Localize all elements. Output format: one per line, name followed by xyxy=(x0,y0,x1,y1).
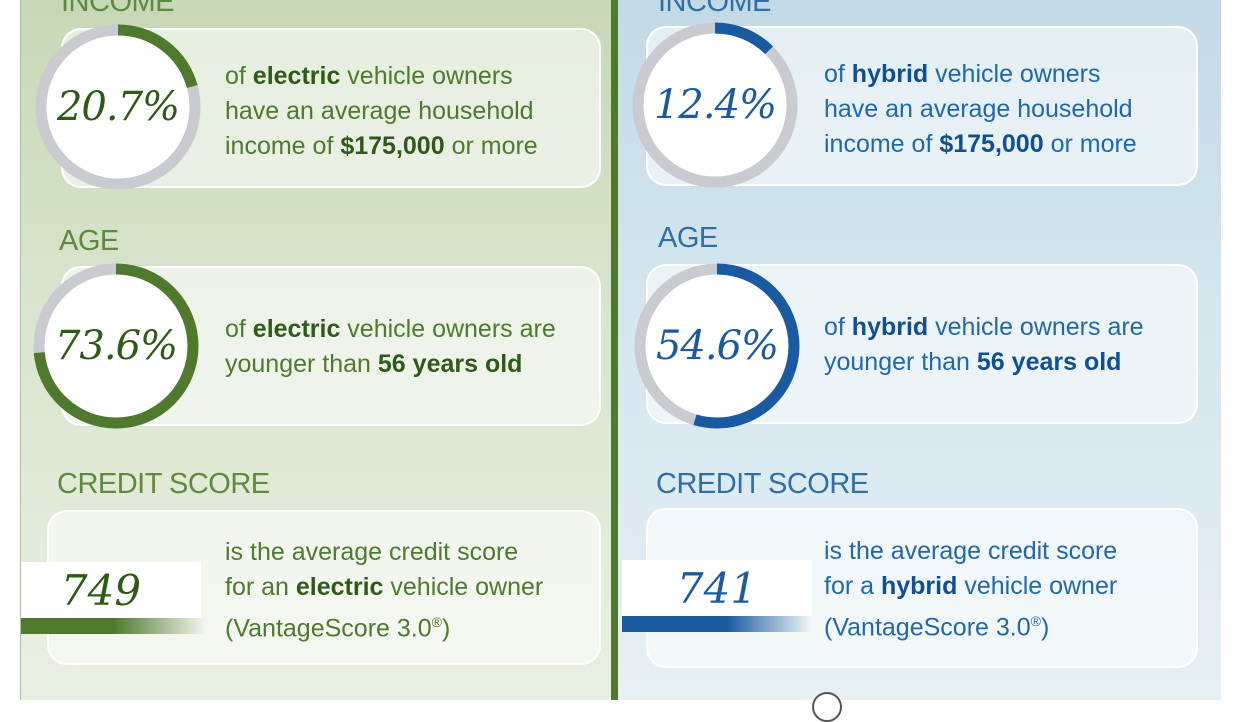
electric-credit-score: 749 xyxy=(21,562,201,618)
partial-circle-icon xyxy=(812,692,842,722)
hybrid-age-ring: 54.6% xyxy=(632,261,802,431)
electric-age-description: of electric vehicle owners are younger t… xyxy=(225,315,556,378)
hybrid-age-percent: 54.6% xyxy=(655,323,779,369)
electric-credit-heading: CREDIT SCORE xyxy=(57,468,270,500)
hybrid-credit-heading: CREDIT SCORE xyxy=(656,468,869,500)
hybrid-age-heading: AGE xyxy=(658,222,718,254)
electric-income-ring-graphic xyxy=(35,24,201,190)
electric-income-description: of electric vehicle owners have an avera… xyxy=(225,62,538,160)
electric-credit-bar xyxy=(21,618,206,634)
electric-income-percent: 20.7% xyxy=(56,84,180,130)
hybrid-panel: INCOME 12.4% of hybrid vehicle owners ha… xyxy=(618,0,1221,700)
electric-income-heading: INCOME xyxy=(61,0,175,18)
hybrid-income-percent: 12.4% xyxy=(653,82,777,128)
hybrid-credit-bar xyxy=(622,616,812,632)
hybrid-age-ring-graphic xyxy=(634,263,800,429)
page-edge xyxy=(1221,0,1239,700)
hybrid-age-description: of hybrid vehicle owners are younger tha… xyxy=(824,313,1144,376)
electric-credit-description: is the average credit score for an elect… xyxy=(225,538,544,643)
electric-panel: INCOME 20.7% of electric vehicle owners … xyxy=(20,0,617,700)
hybrid-credit-description: is the average credit score for a hybrid… xyxy=(824,537,1118,642)
electric-age-ring-graphic xyxy=(33,263,199,429)
panel-divider xyxy=(611,0,618,700)
electric-age-percent: 73.6% xyxy=(54,323,178,369)
electric-age-heading: AGE xyxy=(59,225,119,257)
hybrid-income-ring: 12.4% xyxy=(630,20,800,190)
hybrid-credit-score: 741 xyxy=(622,560,812,616)
hybrid-income-description: of hybrid vehicle owners have an average… xyxy=(824,60,1137,158)
electric-age-ring: 73.6% xyxy=(31,261,201,431)
hybrid-income-ring-graphic xyxy=(632,22,798,188)
electric-income-ring: 20.7% xyxy=(33,22,203,192)
hybrid-income-heading: INCOME xyxy=(658,0,772,18)
